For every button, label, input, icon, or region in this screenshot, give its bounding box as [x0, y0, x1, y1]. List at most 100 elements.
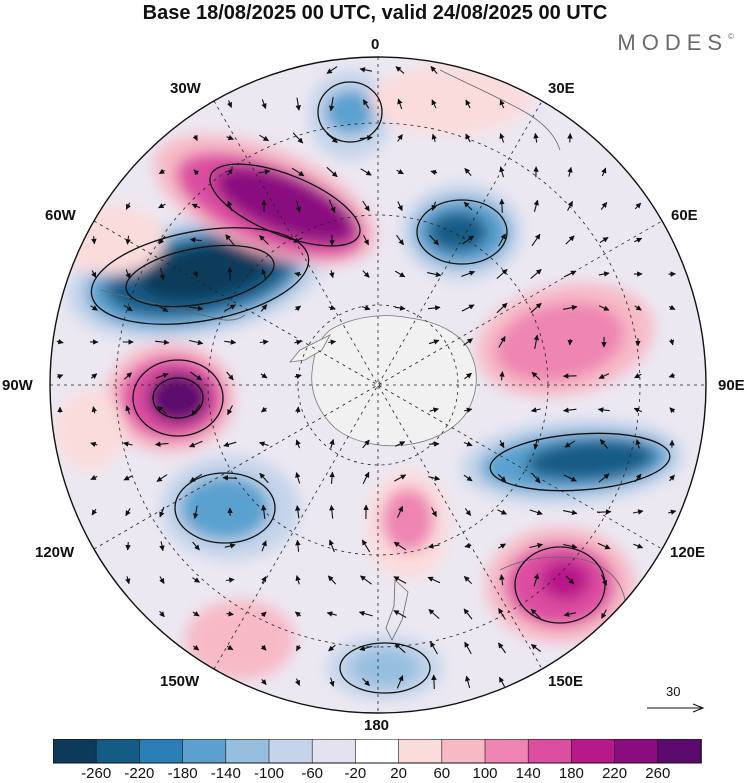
wind-vector — [227, 168, 233, 176]
wind-vector — [158, 235, 166, 245]
wind-vector — [563, 611, 576, 617]
antarctica-landmass — [311, 315, 477, 447]
lon-label-150w: 150W — [160, 673, 200, 690]
wind-vector — [261, 268, 267, 279]
wind-vector — [261, 576, 267, 584]
wind-vector — [598, 271, 610, 277]
wind-vector — [192, 611, 200, 617]
colorbar-cell — [441, 739, 486, 764]
wind-vector — [463, 576, 473, 584]
wind-vector — [393, 576, 407, 584]
wind-vector — [599, 236, 609, 244]
wind-vector — [530, 407, 541, 413]
wind-vector — [90, 474, 98, 480]
wind-vector — [261, 504, 267, 519]
wind-vector — [429, 407, 439, 413]
wind-vector — [125, 576, 131, 585]
wind-vector — [123, 304, 133, 312]
wind-vector — [260, 372, 268, 379]
colorbar-tick-label: -100 — [253, 765, 285, 782]
anomaly-positive — [382, 488, 434, 552]
wind-vector — [329, 504, 335, 519]
wind-vector — [463, 201, 473, 211]
wind-vector — [294, 305, 302, 312]
anomaly-negative — [140, 244, 270, 300]
wind-vector — [598, 473, 610, 483]
wind-vector — [226, 371, 234, 381]
wind-vector — [158, 168, 165, 175]
wind-vector — [329, 270, 335, 279]
wind-vector — [397, 134, 403, 142]
wind-vector — [329, 471, 335, 484]
wind-vector — [328, 339, 337, 345]
wind-vector — [531, 371, 541, 381]
colorbar-tick-label: 180 — [558, 765, 584, 782]
reference-vector-arrow — [647, 703, 705, 713]
colorbar-tick-label: 140 — [515, 765, 541, 782]
wind-vector — [597, 509, 612, 515]
wind-vector — [294, 611, 302, 618]
wind-vector — [294, 271, 302, 278]
lon-label-30e: 30E — [548, 80, 575, 97]
wind-streamlines — [90, 81, 671, 694]
wind-vector — [189, 371, 203, 381]
wind-vector — [597, 542, 611, 550]
wind-vector — [326, 166, 338, 178]
colorbar — [53, 739, 702, 764]
wind-vector — [56, 338, 64, 345]
wind-vector — [633, 407, 643, 413]
wind-vector — [396, 505, 404, 518]
wind-vector — [359, 135, 373, 141]
colorbar-cell — [657, 739, 702, 764]
wind-vector — [227, 266, 233, 281]
wind-vector — [465, 99, 471, 109]
colorbar-tick-label: 260 — [645, 765, 671, 782]
wind-vector — [155, 304, 169, 312]
wind-vector — [159, 506, 165, 518]
wind-vector — [295, 575, 301, 585]
wind-vector — [396, 169, 404, 175]
wind-vector — [529, 542, 544, 549]
brand-mark: © — [728, 32, 734, 41]
wind-vector — [260, 611, 267, 618]
wind-vector — [260, 406, 268, 413]
wind-vector — [227, 100, 233, 109]
wind-vector — [464, 542, 472, 549]
wind-vector — [124, 372, 133, 380]
wind-vector — [291, 167, 305, 177]
wind-vector — [533, 132, 539, 143]
anomaly-positive — [214, 166, 356, 244]
wind-vector — [567, 166, 573, 177]
wind-vector — [326, 611, 337, 617]
lon-label-60w: 60W — [45, 207, 76, 224]
antarctic-peninsula — [289, 334, 331, 363]
wind-vector — [498, 676, 506, 688]
wind-vector — [499, 574, 505, 586]
wind-vector — [125, 405, 131, 415]
wind-vector — [461, 270, 476, 277]
wind-vector — [223, 441, 237, 448]
wind-vector — [192, 134, 198, 141]
wind-vector — [159, 610, 165, 618]
wind-vector — [393, 541, 407, 551]
wind-vector — [463, 441, 473, 447]
wind-vector — [634, 373, 642, 379]
wind-vector — [463, 338, 473, 346]
chart-title: Base 18/08/2025 00 UTC, valid 24/08/2025… — [142, 2, 608, 24]
wind-vector — [359, 645, 373, 652]
wind-vector — [668, 338, 675, 346]
colorbar-cell — [355, 739, 400, 764]
colorbar-cell — [268, 739, 314, 764]
wind-vector — [157, 406, 167, 414]
colorbar-tick-label: 100 — [472, 765, 498, 782]
wind-vector — [125, 202, 132, 210]
wind-vector — [125, 541, 131, 551]
wind-vector — [327, 575, 337, 585]
lon-label-180: 180 — [364, 717, 390, 734]
wind-vector — [567, 339, 573, 346]
wind-vector — [125, 508, 131, 517]
lon-label-0: 0 — [371, 36, 380, 53]
wind-vector — [260, 679, 267, 686]
wind-vector — [464, 508, 472, 517]
anomaly-negative — [350, 648, 420, 688]
